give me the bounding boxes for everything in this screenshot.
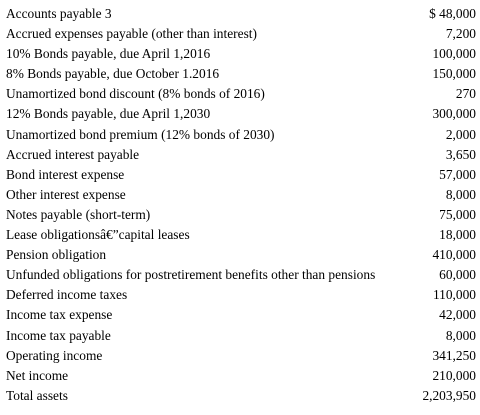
- row-label: Operating income: [6, 347, 103, 363]
- row-12pct-bonds-payable: 12% Bonds payable, due April 1,2030 300,…: [6, 104, 476, 124]
- row-accrued-expenses-payable: Accrued expenses payable (other than int…: [6, 24, 476, 44]
- row-value: 75,000: [439, 206, 476, 222]
- row-value: 410,000: [432, 247, 476, 263]
- row-value: 7,200: [445, 26, 476, 42]
- row-value: 210,000: [432, 367, 476, 383]
- row-label: Income tax payable: [6, 327, 111, 343]
- row-label: Accrued expenses payable (other than int…: [6, 26, 257, 42]
- row-net-income: Net income 210,000: [6, 366, 476, 386]
- row-lease-obligations: Lease obligationsâ€”capital leases 18,00…: [6, 225, 476, 245]
- row-label: 12% Bonds payable, due April 1,2030: [6, 106, 211, 122]
- row-value: 2,000: [445, 126, 476, 142]
- row-label: Lease obligationsâ€”capital leases: [6, 227, 190, 243]
- row-deferred-income-taxes: Deferred income taxes 110,000: [6, 285, 476, 305]
- row-label: Unfunded obligations for postretirement …: [6, 267, 376, 283]
- row-label: Income tax expense: [6, 307, 113, 323]
- row-notes-payable: Notes payable (short-term) 75,000: [6, 205, 476, 225]
- row-value: 341,250: [432, 347, 476, 363]
- row-unamortized-bond-premium: Unamortized bond premium (12% bonds of 2…: [6, 125, 476, 145]
- row-other-interest-expense: Other interest expense 8,000: [6, 185, 476, 205]
- row-accrued-interest-payable: Accrued interest payable 3,650: [6, 145, 476, 165]
- row-value: 100,000: [432, 46, 476, 62]
- row-label: Total assets: [6, 387, 68, 403]
- row-label: Accounts payable 3: [6, 6, 112, 21]
- row-accounts-payable: Accounts payable 3 $ 48,000: [6, 4, 476, 24]
- row-label: Deferred income taxes: [6, 287, 128, 303]
- row-unfunded-postretirement-obligations: Unfunded obligations for postretirement …: [6, 265, 476, 285]
- row-income-tax-payable: Income tax payable 8,000: [6, 326, 476, 346]
- row-operating-income: Operating income 341,250: [6, 346, 476, 366]
- row-value: 57,000: [439, 166, 476, 182]
- row-label: Pension obligation: [6, 247, 107, 263]
- row-label: Net income: [6, 367, 69, 383]
- row-label: Other interest expense: [6, 186, 126, 202]
- row-unamortized-bond-discount: Unamortized bond discount (8% bonds of 2…: [6, 84, 476, 104]
- row-value: $ 48,000: [429, 6, 476, 21]
- row-value: 110,000: [432, 287, 476, 303]
- row-value: 270: [455, 86, 476, 102]
- row-10pct-bonds-payable: 10% Bonds payable, due April 1,2016 100,…: [6, 44, 476, 64]
- row-value: 300,000: [432, 106, 476, 122]
- row-label: 8% Bonds payable, due October 1.2016: [6, 66, 220, 82]
- row-8pct-bonds-payable: 8% Bonds payable, due October 1.2016 150…: [6, 64, 476, 84]
- row-label: Unamortized bond discount (8% bonds of 2…: [6, 86, 265, 102]
- row-value: 2,203,950: [422, 387, 476, 403]
- row-label: Accrued interest payable: [6, 146, 140, 162]
- row-value: 8,000: [445, 327, 476, 343]
- row-bond-interest-expense: Bond interest expense 57,000: [6, 165, 476, 185]
- row-value: 18,000: [439, 227, 476, 243]
- row-value: 150,000: [432, 66, 476, 82]
- row-label: Bond interest expense: [6, 166, 125, 182]
- row-value: 60,000: [439, 267, 476, 283]
- row-label: Unamortized bond premium (12% bonds of 2…: [6, 126, 275, 142]
- row-value: 42,000: [439, 307, 476, 323]
- row-label: 10% Bonds payable, due April 1,2016: [6, 46, 211, 62]
- row-value: 8,000: [445, 186, 476, 202]
- row-value: 3,650: [445, 146, 476, 162]
- row-pension-obligation: Pension obligation 410,000: [6, 245, 476, 265]
- row-total-assets: Total assets 2,203,950: [6, 386, 476, 406]
- row-income-tax-expense: Income tax expense 42,000: [6, 305, 476, 325]
- row-label: Notes payable (short-term): [6, 206, 151, 222]
